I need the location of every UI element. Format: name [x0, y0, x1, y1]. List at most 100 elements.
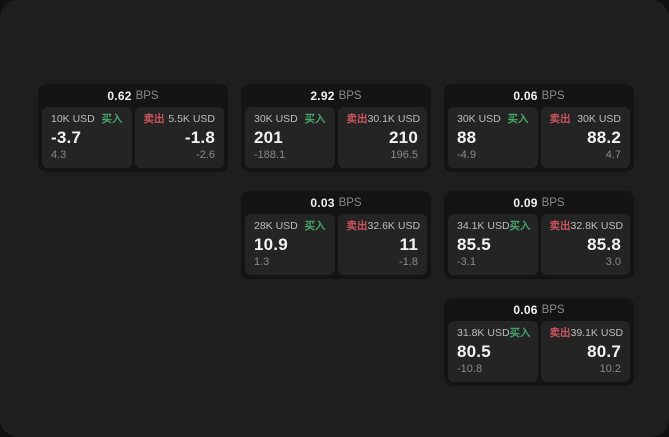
bps-header: 0.06 BPS — [448, 298, 630, 321]
buy-price: 88 — [457, 128, 477, 147]
sell-delta: -2.6 — [196, 149, 215, 161]
sell-tile-header: 卖出 32.6K USD — [346, 220, 421, 233]
buy-tag: 买入 — [304, 220, 326, 232]
bps-value: 0.62 — [107, 88, 132, 103]
bps-header: 0.62 BPS — [42, 84, 224, 107]
sell-amount: 39.1K USD — [570, 327, 624, 339]
sell-tile-header: 卖出 5.5K USD — [144, 113, 216, 126]
sell-tag: 卖出 — [549, 220, 571, 232]
buy-price: 10.9 — [254, 235, 288, 254]
sell-tile[interactable]: 卖出 30.1K USD 210 196.5 — [337, 107, 427, 168]
sell-tile-header: 卖出 32.8K USD — [549, 220, 624, 233]
buy-tile-header: 28K USD 买入 — [254, 220, 326, 233]
bps-unit-label: BPS — [338, 89, 362, 102]
sell-delta: -1.8 — [399, 256, 418, 268]
sell-amount: 5.5K USD — [168, 113, 215, 125]
buy-delta: -3.1 — [457, 256, 476, 268]
sell-amount: 32.6K USD — [367, 220, 421, 232]
sell-price: 80.7 — [587, 342, 621, 361]
quote-tiles: 31.8K USD 买入 80.5 -10.8 卖出 39.1K USD 80.… — [448, 321, 630, 382]
buy-tile-header: 30K USD 买入 — [457, 113, 529, 126]
bps-unit-label: BPS — [541, 196, 565, 209]
bps-header: 2.92 BPS — [245, 84, 427, 107]
sell-tag: 卖出 — [346, 220, 368, 232]
bps-unit-label: BPS — [135, 89, 159, 102]
sell-tag: 卖出 — [143, 113, 165, 125]
sell-amount: 30K USD — [577, 113, 621, 125]
sell-tile-header: 卖出 30.1K USD — [346, 113, 421, 126]
quote-tiles: 30K USD 买入 201 -188.1 卖出 30.1K USD 210 1… — [245, 107, 427, 168]
buy-amount: 10K USD — [51, 113, 95, 125]
buy-amount: 31.8K USD — [457, 327, 510, 339]
buy-tile[interactable]: 30K USD 买入 201 -188.1 — [245, 107, 335, 168]
buy-tile[interactable]: 10K USD 买入 -3.7 4.3 — [42, 107, 132, 168]
sell-tile[interactable]: 卖出 32.8K USD 85.8 3.0 — [540, 214, 630, 275]
buy-amount: 30K USD — [457, 113, 501, 125]
sell-price: 210 — [389, 128, 418, 147]
quote-card: 0.06 BPS 30K USD 买入 88 -4.9 卖出 30K USD 8… — [444, 84, 634, 172]
buy-tag: 买入 — [509, 327, 531, 339]
buy-tile-header: 34.1K USD 买入 — [457, 220, 531, 233]
buy-amount: 30K USD — [254, 113, 298, 125]
bps-header: 0.03 BPS — [245, 191, 427, 214]
buy-tile[interactable]: 30K USD 买入 88 -4.9 — [448, 107, 538, 168]
sell-delta: 3.0 — [605, 256, 621, 268]
sell-price: 85.8 — [587, 235, 621, 254]
buy-tile[interactable]: 31.8K USD 买入 80.5 -10.8 — [448, 321, 538, 382]
sell-tile[interactable]: 卖出 39.1K USD 80.7 10.2 — [540, 321, 630, 382]
bps-value: 0.09 — [513, 195, 538, 210]
bps-unit-label: BPS — [541, 303, 565, 316]
sell-price: -1.8 — [184, 128, 215, 147]
sell-amount: 30.1K USD — [367, 113, 421, 125]
buy-delta: 1.3 — [254, 256, 270, 268]
quote-card: 2.92 BPS 30K USD 买入 201 -188.1 卖出 30.1K … — [241, 84, 431, 172]
buy-tile-header: 31.8K USD 买入 — [457, 327, 531, 340]
bps-unit-label: BPS — [338, 196, 362, 209]
sell-tile[interactable]: 卖出 5.5K USD -1.8 -2.6 — [134, 107, 224, 168]
bps-unit-label: BPS — [541, 89, 565, 102]
sell-price: 11 — [399, 235, 418, 254]
buy-delta: 4.3 — [51, 149, 67, 161]
bps-value: 0.03 — [310, 195, 335, 210]
sell-delta: 4.7 — [605, 149, 621, 161]
quote-card: 0.03 BPS 28K USD 买入 10.9 1.3 卖出 32.6K US… — [241, 191, 431, 279]
buy-tile-header: 10K USD 买入 — [51, 113, 123, 126]
buy-tag: 买入 — [101, 113, 123, 125]
buy-delta: -188.1 — [254, 149, 286, 161]
quote-card: 0.06 BPS 31.8K USD 买入 80.5 -10.8 卖出 39.1… — [444, 298, 634, 386]
bps-header: 0.06 BPS — [448, 84, 630, 107]
sell-tile-header: 卖出 39.1K USD — [549, 327, 624, 340]
buy-tile-header: 30K USD 买入 — [254, 113, 326, 126]
sell-tag: 卖出 — [346, 113, 368, 125]
buy-tile[interactable]: 28K USD 买入 10.9 1.3 — [245, 214, 335, 275]
buy-tag: 买入 — [304, 113, 326, 125]
buy-amount: 28K USD — [254, 220, 298, 232]
bps-value: 0.06 — [513, 302, 538, 317]
sell-tag: 卖出 — [549, 327, 571, 339]
quote-tiles: 34.1K USD 买入 85.5 -3.1 卖出 32.8K USD 85.8… — [448, 214, 630, 275]
buy-tag: 买入 — [507, 113, 529, 125]
sell-delta: 196.5 — [390, 149, 418, 161]
sell-amount: 32.8K USD — [570, 220, 624, 232]
buy-price: 201 — [254, 128, 283, 147]
sell-tile-header: 卖出 30K USD — [550, 113, 622, 126]
buy-price: 85.5 — [457, 235, 491, 254]
buy-tile[interactable]: 34.1K USD 买入 85.5 -3.1 — [448, 214, 538, 275]
bps-value: 0.06 — [513, 88, 538, 103]
sell-tile[interactable]: 卖出 32.6K USD 11 -1.8 — [337, 214, 427, 275]
buy-amount: 34.1K USD — [457, 220, 510, 232]
quote-card: 0.09 BPS 34.1K USD 买入 85.5 -3.1 卖出 32.8K… — [444, 191, 634, 279]
buy-delta: -10.8 — [457, 363, 483, 375]
sell-tile[interactable]: 卖出 30K USD 88.2 4.7 — [540, 107, 630, 168]
sell-delta: 10.2 — [599, 363, 621, 375]
buy-price: 80.5 — [457, 342, 491, 361]
bps-value: 2.92 — [310, 88, 335, 103]
quote-grid: 0.62 BPS 10K USD 买入 -3.7 4.3 卖出 5.5K USD… — [38, 84, 634, 386]
quote-tiles: 28K USD 买入 10.9 1.3 卖出 32.6K USD 11 -1.8 — [245, 214, 427, 275]
buy-delta: -4.9 — [457, 149, 476, 161]
quote-tiles: 30K USD 买入 88 -4.9 卖出 30K USD 88.2 4.7 — [448, 107, 630, 168]
buy-tag: 买入 — [509, 220, 531, 232]
quote-card: 0.62 BPS 10K USD 买入 -3.7 4.3 卖出 5.5K USD… — [38, 84, 228, 172]
sell-tag: 卖出 — [549, 113, 571, 125]
